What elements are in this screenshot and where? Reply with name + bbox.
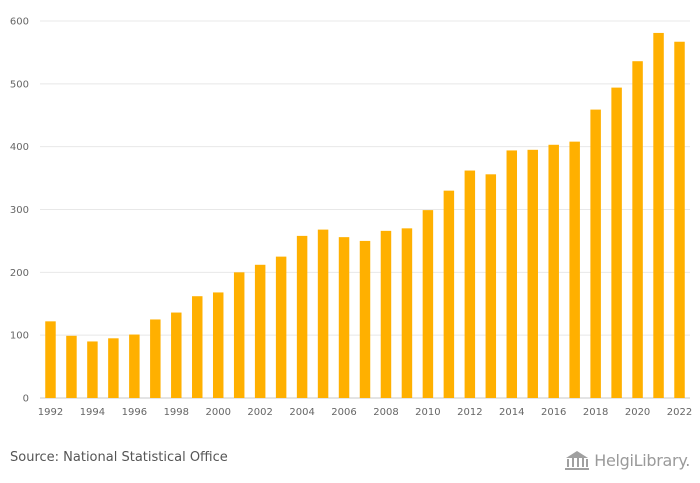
y-tick-label: 100 <box>10 331 29 342</box>
x-tick-label: 2008 <box>373 407 398 418</box>
x-tick-label: 1998 <box>164 407 189 418</box>
x-tick-label: 2002 <box>247 407 272 418</box>
bar-2010 <box>422 210 434 398</box>
library-building-icon <box>565 451 590 470</box>
x-tick-label: 2020 <box>625 407 650 418</box>
bar-1996 <box>129 334 140 398</box>
bar-chart: 0 100 200 300 400 500 600 1992 1994 1996 1998 2000… <box>10 17 692 419</box>
x-tick-label: 1994 <box>80 407 105 418</box>
bar-2022 <box>674 41 685 399</box>
bar-2008 <box>380 230 392 398</box>
bar-2016 <box>548 144 559 398</box>
bar-1992 <box>45 321 56 398</box>
bar-1999 <box>192 296 203 398</box>
bar-2012 <box>464 170 476 398</box>
y-tick-label: 0 <box>23 394 29 405</box>
bar-1994 <box>87 341 98 398</box>
bar-2015 <box>527 149 538 398</box>
bar-2007 <box>359 240 371 398</box>
bar-2005 <box>317 229 329 398</box>
bar-2020 <box>632 61 643 399</box>
x-tick-label: 1992 <box>38 407 63 418</box>
source-note: Source: National Statistical Office <box>10 450 228 465</box>
bar-2011 <box>443 190 455 398</box>
bar-2000 <box>212 292 224 398</box>
y-tick-label: 600 <box>10 17 29 28</box>
bar-2004 <box>296 235 308 398</box>
y-tick-label: 400 <box>10 142 29 153</box>
bar-2006 <box>338 237 350 398</box>
bar-2021 <box>653 32 664 399</box>
bar-1995 <box>108 338 119 398</box>
bar-1998 <box>171 312 182 398</box>
bar-1993 <box>66 335 77 398</box>
bar-2014 <box>506 150 518 398</box>
y-tick-label: 500 <box>10 79 29 90</box>
brand-logo: HelgiLibrary. <box>564 447 690 473</box>
x-tick-label: 1996 <box>122 407 147 418</box>
y-tick-label: 200 <box>10 268 29 279</box>
y-tick-label: 300 <box>10 205 29 216</box>
x-tick-label: 2022 <box>667 407 692 418</box>
brand-name: HelgiLibrary. <box>594 450 690 470</box>
bar-1997 <box>150 319 161 398</box>
bar-2018 <box>590 109 601 398</box>
x-tick-label: 2014 <box>499 407 524 418</box>
bar-2013 <box>485 174 497 398</box>
bar-2001 <box>233 272 245 398</box>
x-tick-label: 2006 <box>331 407 356 418</box>
x-tick-label: 2000 <box>205 407 230 418</box>
y-axis-labels: 0 100 200 300 400 500 600 <box>10 17 29 405</box>
x-tick-label: 2016 <box>541 407 566 418</box>
x-tick-label: 2018 <box>583 407 608 418</box>
x-tick-label: 2010 <box>415 407 440 418</box>
bar-2002 <box>254 264 266 398</box>
x-tick-label: 2004 <box>289 407 314 418</box>
x-axis-labels: 1992 1994 1996 1998 2000 2002 2004 2006 2008 2010… <box>38 407 692 418</box>
bar-2017 <box>569 141 580 398</box>
bar-2003 <box>275 256 287 398</box>
x-tick-label: 2012 <box>457 407 482 418</box>
bar-2019 <box>611 87 622 398</box>
bar-2009 <box>401 228 413 398</box>
bars <box>45 32 685 399</box>
